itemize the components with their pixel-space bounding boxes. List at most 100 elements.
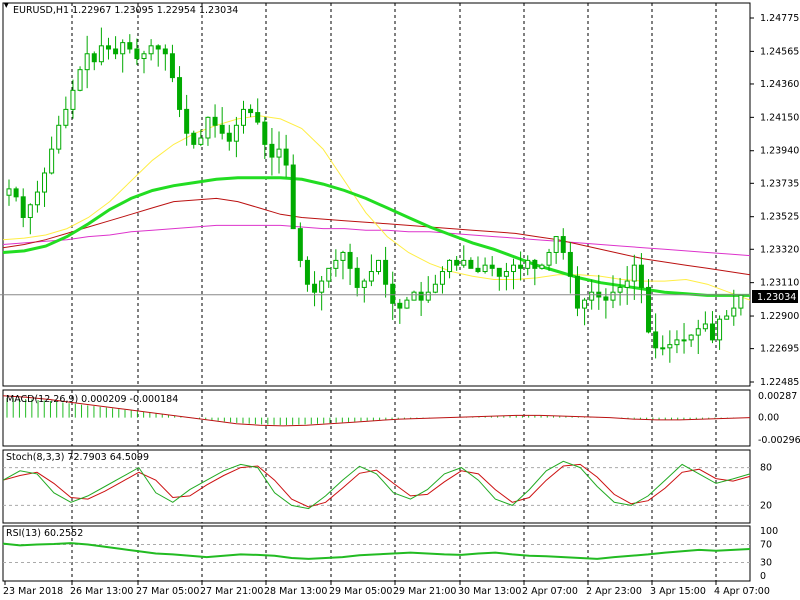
candle-body[interactable] <box>418 291 424 301</box>
candle-body[interactable] <box>91 53 97 63</box>
candle-body[interactable] <box>653 331 659 349</box>
candle-body[interactable] <box>724 315 730 320</box>
candle-body[interactable] <box>631 264 637 282</box>
candle-body[interactable] <box>468 259 474 269</box>
candle-body[interactable] <box>177 77 183 110</box>
candle-body[interactable] <box>269 143 275 158</box>
candle-body[interactable] <box>312 283 318 293</box>
candle-body[interactable] <box>248 108 254 114</box>
candle-body[interactable] <box>383 259 389 285</box>
candle-body[interactable] <box>553 236 559 253</box>
candle-body[interactable] <box>560 236 566 253</box>
candle-body[interactable] <box>84 53 90 71</box>
candle-body[interactable] <box>489 264 495 269</box>
candle-body[interactable] <box>738 294 744 309</box>
candle-body[interactable] <box>120 42 126 55</box>
candle-body[interactable] <box>702 323 708 330</box>
candle-body[interactable] <box>681 339 687 342</box>
candle-body[interactable] <box>425 291 431 301</box>
candle-body[interactable] <box>624 280 630 288</box>
candle-body[interactable] <box>454 259 460 266</box>
candle-body[interactable] <box>660 347 666 350</box>
candle-body[interactable] <box>447 259 453 273</box>
candle-body[interactable] <box>354 267 360 288</box>
candle-body[interactable] <box>63 108 69 126</box>
candle-body[interactable] <box>603 296 609 301</box>
candle-body[interactable] <box>376 259 381 273</box>
candle-body[interactable] <box>411 291 417 301</box>
candle-body[interactable] <box>113 48 119 55</box>
candle-body[interactable] <box>368 271 374 282</box>
candle-body[interactable] <box>255 112 261 123</box>
candle-body[interactable] <box>518 264 524 269</box>
symbol-dropdown-icon[interactable]: ▾ <box>4 1 9 11</box>
candle-body[interactable] <box>184 108 190 134</box>
candle-body[interactable] <box>390 283 396 304</box>
candle-body[interactable] <box>205 116 211 139</box>
candle-body[interactable] <box>638 264 644 288</box>
candle-body[interactable] <box>333 259 339 269</box>
candle-body[interactable] <box>262 121 268 145</box>
candle-body[interactable] <box>582 299 588 309</box>
candle-body[interactable] <box>240 108 246 126</box>
candle-body[interactable] <box>148 45 154 55</box>
candle-body[interactable] <box>283 148 289 166</box>
price-candles[interactable] <box>6 27 744 363</box>
candle-body[interactable] <box>667 344 673 349</box>
candle-body[interactable] <box>141 53 147 60</box>
candle-body[interactable] <box>219 124 225 134</box>
candle-body[interactable] <box>13 188 19 198</box>
candle-body[interactable] <box>276 148 282 158</box>
candle-body[interactable] <box>162 48 168 55</box>
candle-body[interactable] <box>326 267 332 282</box>
candle-body[interactable] <box>475 267 481 273</box>
candle-body[interactable] <box>20 196 26 218</box>
candle-body[interactable] <box>610 291 616 301</box>
candle-body[interactable] <box>155 45 161 50</box>
candle-body[interactable] <box>532 259 538 269</box>
candle-body[interactable] <box>646 286 652 333</box>
candle-body[interactable] <box>731 307 737 317</box>
candle-body[interactable] <box>70 89 76 110</box>
candle-body[interactable] <box>709 323 715 341</box>
candle-body[interactable] <box>290 164 296 230</box>
candle-body[interactable] <box>347 251 353 269</box>
candle-body[interactable] <box>191 132 197 145</box>
candle-body[interactable] <box>695 328 701 336</box>
candle-body[interactable] <box>56 124 62 150</box>
candle-body[interactable] <box>717 318 723 341</box>
candle-body[interactable] <box>439 271 445 285</box>
candle-body[interactable] <box>404 299 410 309</box>
candle-body[interactable] <box>226 132 232 142</box>
candle-body[interactable] <box>340 251 346 261</box>
candle-body[interactable] <box>688 334 694 341</box>
candle-body[interactable] <box>511 264 517 273</box>
candle-body[interactable] <box>525 259 531 269</box>
candle-body[interactable] <box>42 172 48 193</box>
candle-body[interactable] <box>233 124 239 142</box>
candle-body[interactable] <box>27 204 33 218</box>
candle-body[interactable] <box>297 228 303 261</box>
candle-body[interactable] <box>546 251 552 266</box>
candle-body[interactable] <box>212 116 218 126</box>
candle-body[interactable] <box>496 267 502 277</box>
candle-body[interactable] <box>77 69 83 91</box>
candle-body[interactable] <box>127 42 133 50</box>
candle-body[interactable] <box>432 283 438 293</box>
candle-body[interactable] <box>482 264 488 273</box>
candle-body[interactable] <box>461 259 467 266</box>
candle-body[interactable] <box>567 251 573 277</box>
candle-body[interactable] <box>617 286 623 293</box>
candle-body[interactable] <box>674 339 680 346</box>
candle-body[interactable] <box>134 48 140 60</box>
candle-body[interactable] <box>361 280 367 288</box>
candle-body[interactable] <box>319 280 325 293</box>
candle-body[interactable] <box>397 302 403 309</box>
candle-body[interactable] <box>98 45 104 63</box>
candle-body[interactable] <box>49 148 55 174</box>
candle-body[interactable] <box>574 275 580 309</box>
candle-body[interactable] <box>34 191 40 206</box>
candle-body[interactable] <box>105 45 111 50</box>
candle-body[interactable] <box>539 264 545 269</box>
